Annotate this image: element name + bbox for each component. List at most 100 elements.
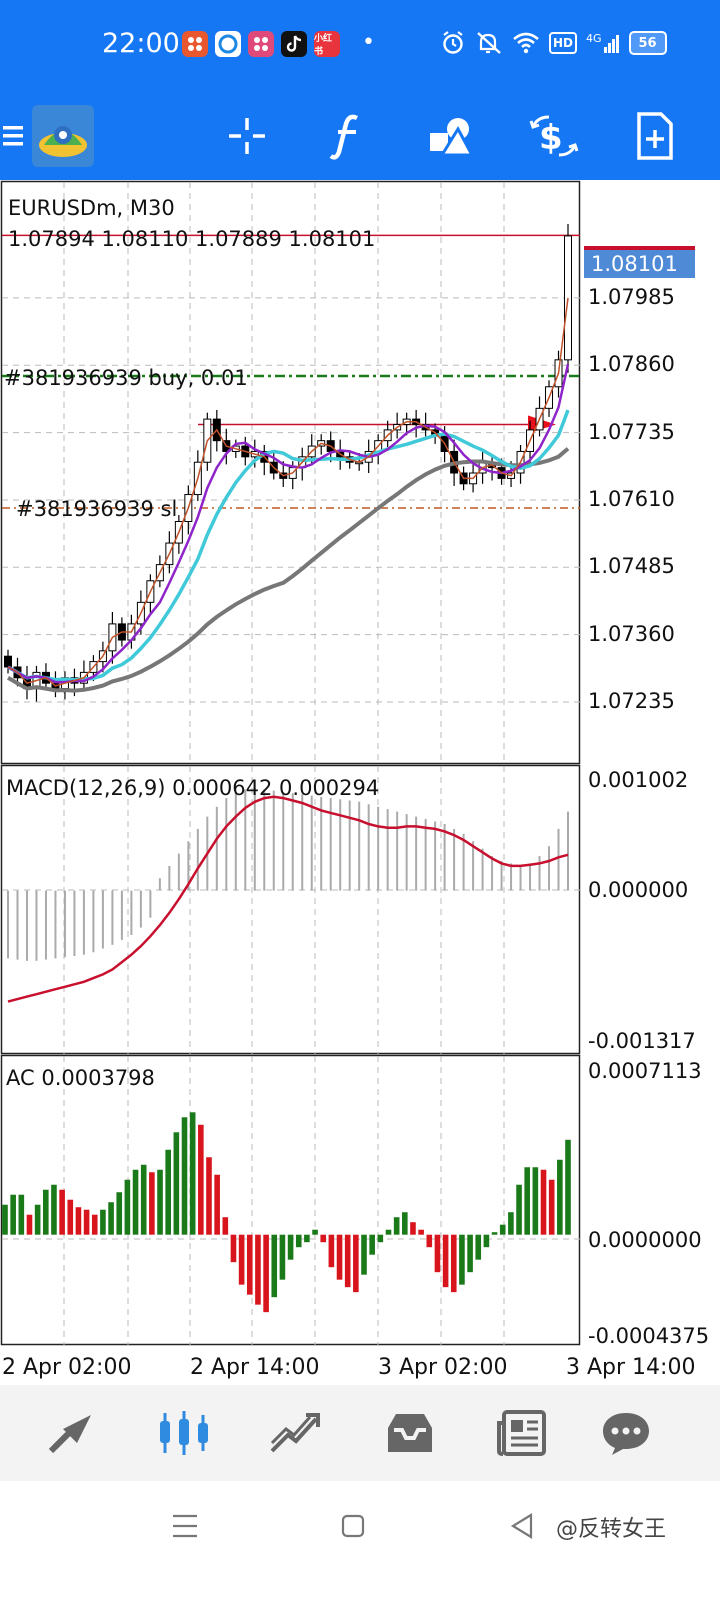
tiktok-icon — [281, 31, 307, 57]
back-icon[interactable] — [510, 1513, 534, 1539]
status-time: 22:00 — [102, 28, 180, 59]
price-tick-label: 1.07235 — [588, 689, 675, 714]
news-icon — [497, 1410, 546, 1456]
time-label-3: 3 Apr 02:00 — [378, 1355, 508, 1380]
ac-bar — [279, 1234, 286, 1280]
macd-axis-bottom: -0.001317 — [588, 1029, 696, 1053]
nav-chart[interactable] — [144, 1385, 224, 1481]
ac-bar — [124, 1179, 131, 1235]
ac-bar — [328, 1234, 335, 1268]
ac-bar — [385, 1229, 392, 1235]
ac-bar — [173, 1132, 180, 1235]
nav-chat[interactable] — [586, 1385, 666, 1481]
ac-bar — [67, 1199, 74, 1235]
ac-bar — [393, 1217, 400, 1235]
objects-button[interactable] — [426, 92, 476, 180]
indicators-button[interactable] — [322, 92, 372, 180]
menu-icon — [3, 126, 23, 146]
ac-label: AC 0.0003798 — [6, 1066, 155, 1090]
app-logo[interactable] — [31, 92, 95, 180]
ac-bar — [18, 1194, 25, 1235]
ac-bar — [557, 1159, 563, 1235]
ma-medium-line — [7, 409, 570, 682]
buy-order-label: #381936939 buy, 0.01 — [4, 366, 248, 390]
ac-bar — [450, 1234, 457, 1293]
ac-bar — [369, 1234, 375, 1255]
ac-bar — [51, 1184, 57, 1235]
ac-bar — [459, 1234, 465, 1285]
candle-body — [4, 655, 12, 668]
new-order-button[interactable] — [632, 92, 678, 180]
ac-bar — [140, 1164, 147, 1235]
notification-icons: 小红书 — [182, 31, 340, 57]
ac-axis-bottom: -0.0004375 — [588, 1324, 710, 1348]
svg-text:$: $ — [539, 118, 563, 158]
ac-bar — [434, 1234, 441, 1273]
candle-body — [564, 235, 572, 361]
nav-news[interactable] — [482, 1385, 562, 1481]
ac-bar — [198, 1124, 204, 1235]
ac-bar — [295, 1234, 302, 1248]
ac-bar — [100, 1209, 106, 1235]
new-order-icon — [637, 112, 673, 160]
ac-bar — [353, 1234, 359, 1293]
ac-bar — [214, 1174, 220, 1235]
price-tick-label: 1.07360 — [588, 621, 675, 646]
ac-bar — [344, 1234, 351, 1288]
network-type: 4G — [586, 32, 602, 45]
nav-history[interactable] — [370, 1385, 450, 1481]
nav-trade[interactable] — [256, 1385, 336, 1481]
chart-icon — [160, 1411, 208, 1455]
stop-loss-label: #381936939 sl — [16, 497, 178, 521]
macd-pane-frame — [0, 764, 581, 1055]
ac-bar — [361, 1234, 367, 1275]
menu-button[interactable] — [0, 92, 28, 180]
macd-axis-zero: 0.000000 — [588, 878, 689, 902]
ac-bar — [149, 1172, 155, 1235]
ac-bar — [377, 1234, 384, 1243]
ac-bar — [540, 1169, 547, 1235]
time-label-1: 2 Apr 02:00 — [2, 1355, 132, 1380]
ma-fast-line — [7, 363, 570, 684]
ac-bar — [491, 1232, 498, 1235]
crosshair-button[interactable] — [222, 92, 272, 180]
ac-bar — [287, 1234, 294, 1260]
hd-badge: HD — [549, 32, 578, 54]
battery-icon: 56 — [628, 31, 667, 55]
chart-toolbar: $ — [0, 92, 720, 180]
ac-bar — [116, 1192, 123, 1235]
ac-bar — [508, 1212, 514, 1235]
bottom-navigation — [0, 1385, 720, 1481]
ac-bar — [108, 1202, 114, 1235]
macd-signal-line — [7, 795, 569, 1003]
ac-bar — [320, 1234, 327, 1243]
ac-bar — [410, 1222, 416, 1235]
wifi-icon — [513, 32, 539, 54]
macd-indicator — [7, 788, 569, 1003]
ac-bar — [255, 1234, 261, 1305]
ac-bar — [548, 1179, 555, 1235]
ma-slow-line — [7, 447, 570, 693]
ma-fastest-line — [7, 297, 569, 687]
nav-quotes[interactable] — [32, 1385, 112, 1481]
ac-bar — [304, 1234, 310, 1243]
price-tick-label: 1.07860 — [588, 352, 675, 377]
ac-axis-top: 0.0007113 — [588, 1059, 702, 1083]
ac-bar — [83, 1209, 90, 1235]
ac-bar — [42, 1189, 49, 1235]
chart-area[interactable]: EURUSDm, M30 1.07894 1.08110 1.07889 1.0… — [0, 180, 720, 1385]
trade-button[interactable]: $ — [527, 92, 581, 180]
menu-icon[interactable] — [171, 1513, 199, 1539]
ac-bar — [516, 1184, 522, 1235]
alarm-icon — [443, 31, 463, 54]
home-icon[interactable] — [341, 1514, 365, 1538]
system-icons: HD 4G 56 — [440, 30, 667, 56]
chart-canvas[interactable] — [0, 180, 720, 1385]
battery-level: 56 — [638, 35, 657, 51]
ac-bar — [312, 1229, 318, 1235]
trade-icon — [270, 1413, 320, 1453]
ac-bar — [426, 1234, 433, 1248]
crosshair-icon — [229, 118, 265, 154]
ac-bar — [467, 1234, 473, 1273]
xiaohongshu-icon — [182, 31, 208, 57]
